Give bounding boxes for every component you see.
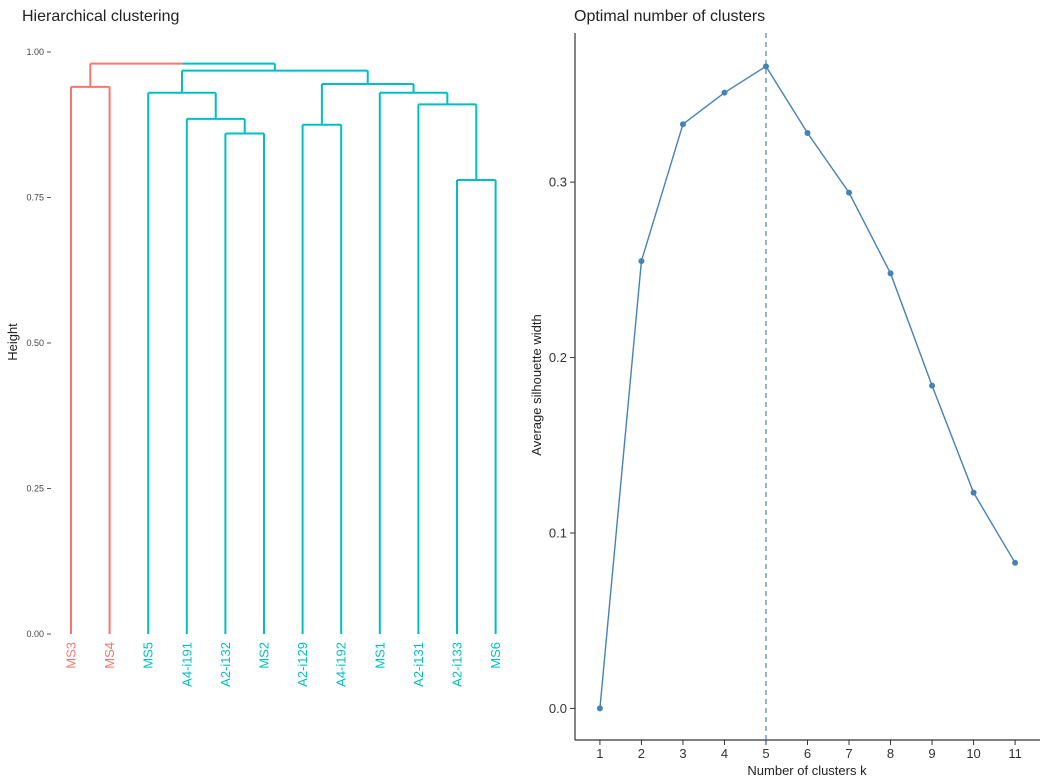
silhouette-y-axis-label: Average silhouette width — [529, 314, 544, 455]
silhouette-point-k5 — [762, 63, 769, 70]
dendrogram-leaf-labels: MS3 MS4 MS5 A4-i191 A2-i132 MS2 A2-i129 A4-i192… — [64, 642, 504, 687]
silhouette-series-line — [599, 65, 1016, 709]
silhouette-x-tick-label-0: 1 — [596, 746, 603, 761]
dendrogram-branches — [70, 62, 497, 634]
silhouette-x-tick-label-10: 11 — [1008, 746, 1022, 761]
dendrogram-y-tick-label-1: 0.25 — [26, 484, 44, 494]
leaf-label-0: MS3 — [64, 642, 79, 669]
dendrogram-y-tick-label-3: 0.75 — [26, 193, 44, 203]
dendrogram-y-ticks: 0.00 0.25 0.50 0.75 1.00 — [26, 47, 51, 639]
leaf-label-2: MS5 — [141, 642, 156, 669]
silhouette-point-k1 — [596, 705, 603, 712]
silhouette-x-tick-label-7: 8 — [887, 746, 894, 761]
leaf-label-1: MS4 — [102, 642, 117, 669]
dendrogram-y-tick-label-0: 0.00 — [26, 629, 44, 639]
silhouette-x-tick-label-8: 9 — [928, 746, 935, 761]
silhouette-point-k9 — [929, 382, 936, 389]
silhouette-y-ticks: 0.0 0.1 0.2 0.3 — [549, 175, 575, 716]
silhouette-y-tick-label-1: 0.1 — [549, 525, 567, 540]
silhouette-point-k4 — [721, 89, 728, 96]
silhouette-point-k7 — [846, 189, 853, 196]
silhouette-x-tick-label-5: 6 — [804, 746, 811, 761]
silhouette-x-tick-label-4: 5 — [762, 746, 769, 761]
leaf-label-4: A2-i132 — [218, 642, 233, 687]
dendrogram-title: Hierarchical clustering — [22, 8, 179, 25]
leaf-label-10: A2-i133 — [450, 642, 465, 687]
silhouette-y-tick-label-2: 0.2 — [549, 350, 567, 365]
leaf-label-6: A2-i129 — [295, 642, 310, 687]
silhouette-title: Optimal number of clusters — [574, 8, 765, 25]
silhouette-point-k2 — [638, 258, 645, 265]
leaf-label-7: A4-i192 — [334, 642, 349, 687]
silhouette-points — [596, 63, 1019, 712]
silhouette-x-tick-label-3: 4 — [721, 746, 728, 761]
dendrogram-y-axis-label: Height — [5, 323, 20, 361]
silhouette-point-k10 — [970, 489, 977, 496]
dendrogram-panel: Hierarchical clustering Height 0.000.250… — [5, 8, 503, 687]
leaf-label-11: MS6 — [488, 642, 503, 669]
silhouette-point-k8 — [887, 270, 894, 277]
leaf-label-8: MS1 — [372, 642, 387, 669]
silhouette-x-tick-label-9: 10 — [966, 746, 980, 761]
silhouette-y-tick-label-3: 0.3 — [549, 175, 567, 190]
silhouette-x-tick-label-6: 7 — [845, 746, 852, 761]
silhouette-point-k3 — [679, 121, 686, 128]
leaf-label-5: MS2 — [257, 642, 272, 669]
leaf-label-9: A2-i131 — [411, 642, 426, 687]
silhouette-x-tick-label-1: 2 — [638, 746, 645, 761]
dendrogram-y-tick-label-2: 0.50 — [26, 338, 44, 348]
leaf-label-3: A4-i191 — [179, 642, 194, 687]
silhouette-x-ticks: 1 2 3 4 5 6 7 8 9 10 11 — [596, 740, 1022, 761]
silhouette-x-axis-label: Number of clusters k — [747, 763, 867, 778]
silhouette-x-tick-label-2: 3 — [679, 746, 686, 761]
silhouette-panel: Optimal number of clusters Average silho… — [529, 8, 1040, 778]
silhouette-point-k6 — [804, 129, 811, 136]
dendrogram-y-tick-label-4: 1.00 — [26, 47, 44, 57]
silhouette-y-tick-label-0: 0.0 — [549, 701, 567, 716]
silhouette-point-k11 — [1012, 559, 1019, 566]
